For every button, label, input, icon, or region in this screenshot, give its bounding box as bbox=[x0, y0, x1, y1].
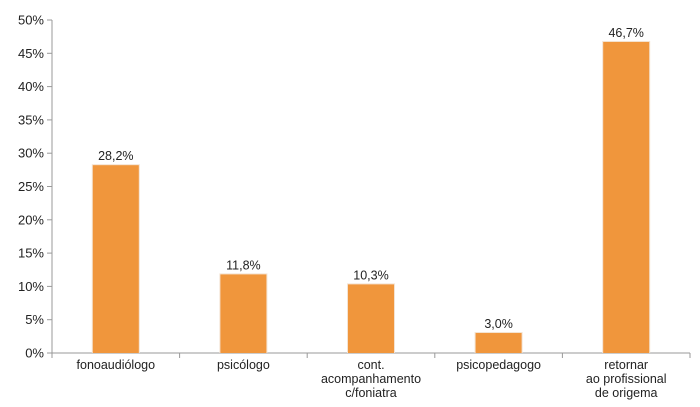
bar bbox=[603, 41, 650, 354]
category-label: acompanhamento bbox=[321, 372, 421, 386]
y-tick-label: 15% bbox=[18, 246, 44, 261]
category-label: psicopedagogo bbox=[456, 358, 541, 372]
category-label: cont. bbox=[357, 358, 384, 372]
data-label: 3,0% bbox=[484, 317, 513, 331]
y-tick-label: 20% bbox=[18, 212, 44, 227]
category-label: retornar bbox=[604, 358, 648, 372]
y-tick-label: 0% bbox=[25, 346, 44, 361]
category-label: fonoaudiólogo bbox=[77, 358, 156, 372]
y-tick-label: 30% bbox=[18, 146, 44, 161]
y-tick-label: 5% bbox=[25, 312, 44, 327]
category-label: psicólogo bbox=[217, 358, 270, 372]
bar bbox=[220, 274, 267, 353]
y-tick-label: 40% bbox=[18, 79, 44, 94]
y-tick-label: 45% bbox=[18, 46, 44, 61]
bar bbox=[475, 333, 522, 353]
data-label: 11,8% bbox=[226, 258, 261, 272]
category-label: de origema bbox=[595, 386, 658, 400]
category-label: c/foniatra bbox=[345, 386, 396, 400]
bar bbox=[92, 165, 139, 353]
data-label: 10,3% bbox=[353, 268, 388, 282]
y-tick-label: 50% bbox=[18, 13, 44, 28]
data-label: 28,2% bbox=[98, 149, 133, 163]
y-tick-label: 35% bbox=[18, 112, 44, 127]
y-tick-label: 10% bbox=[18, 279, 44, 294]
data-label: 46,7% bbox=[608, 26, 643, 40]
bar bbox=[348, 284, 394, 353]
y-tick-label: 25% bbox=[18, 179, 44, 194]
category-label: ao profissional bbox=[586, 372, 667, 386]
